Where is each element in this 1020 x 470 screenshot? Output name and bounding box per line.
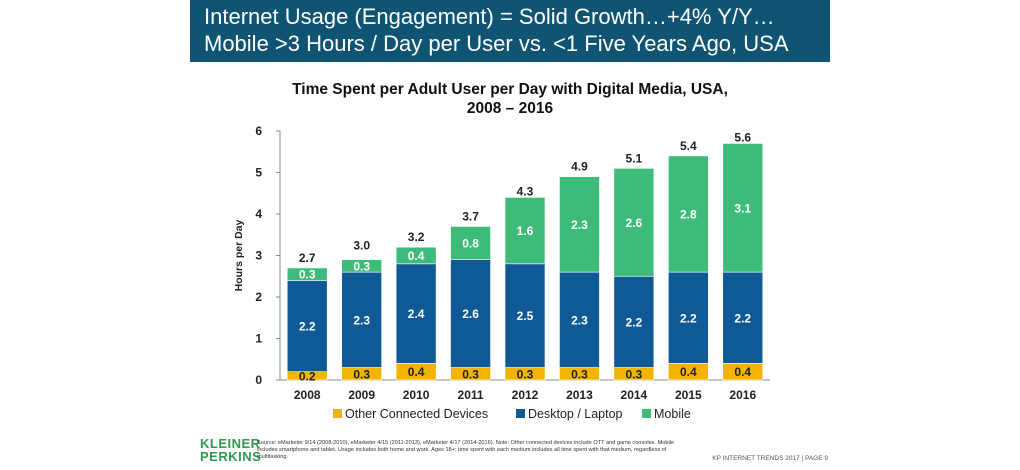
bar-desktop-2015 [668,271,709,364]
kleiner-perkins-logo: KLEINER PERKINS [200,437,261,463]
total-label: 4.9 [571,160,588,174]
header-title-line1: Internet Usage (Engagement) = Solid Grow… [204,4,775,29]
logo-line1: KLEINER [200,436,261,451]
legend-swatch-desktop [516,409,525,418]
total-label: 4.3 [517,185,534,199]
total-label: 3.0 [353,239,370,253]
data-label: 2.3 [353,313,370,327]
data-label: 2.6 [462,307,479,321]
total-label: 5.6 [734,131,751,145]
data-label: 0.3 [353,259,370,273]
x-tick-label: 2009 [348,388,375,402]
bar-desktop-2009 [341,271,382,368]
data-label: 2.8 [680,208,697,222]
legend-label: Desktop / Laptop [528,407,623,421]
data-label: 0.3 [626,367,643,381]
y-tick-label: 2 [255,290,262,304]
data-label: 0.4 [734,365,751,379]
x-tick-label: 2008 [294,388,321,402]
data-label: 1.6 [517,224,534,238]
y-tick-label: 6 [255,124,262,138]
y-tick-label: 3 [255,249,262,263]
data-label: 0.2 [299,369,316,383]
x-tick-label: 2010 [403,388,430,402]
data-label: 2.3 [571,218,588,232]
header-banner: Internet Usage (Engagement) = Solid Grow… [190,0,830,62]
data-label: 0.3 [299,268,316,282]
data-label: 0.3 [462,367,479,381]
data-label: 2.4 [408,307,425,321]
bar-mobile-2016 [722,143,764,273]
data-label: 2.5 [517,309,534,323]
total-label: 2.7 [299,251,316,265]
bar-mobile-2010 [395,246,437,265]
data-label: 2.2 [626,315,643,329]
data-label: 0.8 [462,237,479,251]
data-label: 0.3 [571,367,588,381]
data-label: 0.4 [408,365,425,379]
x-tick-label: 2016 [729,388,756,402]
total-label: 3.7 [462,209,479,223]
header-title-line2: Mobile >3 Hours / Day per User vs. <1 Fi… [204,31,789,56]
total-label: 3.2 [408,230,425,244]
bar-mobile-2012 [504,197,546,265]
data-label: 0.3 [517,367,534,381]
data-label: 2.2 [299,320,316,334]
y-tick-label: 4 [255,207,262,221]
data-label: 2.2 [734,311,751,325]
bar-mobile-2013 [559,176,600,273]
legend-label: Mobile [654,407,691,421]
y-axis-label: Hours per Day [233,219,245,291]
data-label: 0.4 [680,365,697,379]
legend-label: Other Connected Devices [345,407,488,421]
y-tick-label: 0 [255,373,262,387]
bar-mobile-2015 [668,155,709,273]
x-tick-label: 2011 [458,388,484,402]
bar-mobile-2009 [341,259,382,273]
chart-title-line1: Time Spent per Adult User per Day with D… [292,81,728,98]
bar-desktop-2014 [613,275,655,368]
stacked-bar-chart: 0 1 2 3 4 5 6 Hours per Day 0.2 2.2 0.3 2.7 2008 0.3 2… [233,124,770,421]
y-tick-label: 1 [255,332,262,346]
total-label: 5.1 [626,151,643,165]
bar-desktop-2008 [286,280,328,372]
chart-title-line2: 2008 – 2016 [466,100,554,117]
bar-desktop-2013 [559,271,600,368]
legend-swatch-mobile [642,409,651,418]
data-label: 2.6 [626,216,643,230]
bar-mobile-2008 [286,267,328,281]
total-label: 5.4 [680,139,697,153]
x-tick-label: 2015 [675,388,702,402]
logo-line2: PERKINS [200,449,262,464]
y-tick-label: 5 [255,166,262,180]
data-label: 0.4 [408,249,425,263]
bar-desktop-2012 [504,263,546,368]
data-label: 2.2 [680,311,697,325]
bar-mobile-2011 [450,226,491,260]
x-tick-label: 2014 [621,388,648,402]
legend-swatch-other [333,409,342,418]
chart-title: Time Spent per Adult User per Day with D… [190,80,830,118]
source-note: Source: eMarketer 9/14 (2008-2010), eMar… [257,440,675,460]
bar-desktop-2011 [450,259,491,368]
bar-mobile-2014 [613,168,655,277]
data-label: 0.3 [353,367,370,381]
data-label: 3.1 [734,201,751,215]
bar-desktop-2016 [722,271,764,364]
x-tick-label: 2012 [512,388,539,402]
x-tick-label: 2013 [566,388,593,402]
bar-desktop-2010 [395,263,437,364]
page-footer: KP INTERNET TRENDS 2017 | PAGE 9 [712,455,828,462]
data-label: 2.3 [571,313,588,327]
